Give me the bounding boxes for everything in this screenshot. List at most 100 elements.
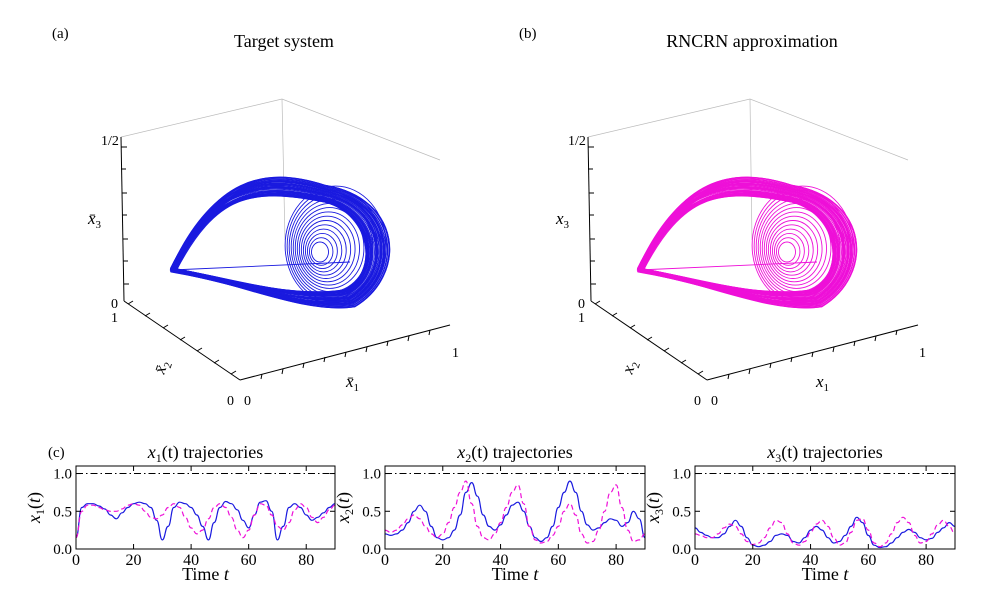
- x-tick-label: 60: [860, 552, 876, 569]
- subplot-c2: x2(t) trajectories 0 20 40 60 80 0.0 0.5 1.0 Time…: [333, 442, 646, 584]
- y-tick-label: 0.5: [362, 504, 381, 520]
- attractor-inner-loop: [776, 237, 801, 266]
- subplot-title: x3(t) trajectories: [766, 442, 882, 465]
- subplot-frame: [694, 465, 956, 550]
- attractor-inner-loop: [767, 220, 819, 279]
- panel-b-x2-label: x2: [618, 358, 643, 378]
- y-tick-label: 0.5: [672, 504, 691, 520]
- attractor-loop: [637, 194, 836, 294]
- attractor-inner-loop: [309, 237, 334, 266]
- attractor-loop: [636, 194, 835, 294]
- attractor-inner-loop: [763, 211, 827, 286]
- y-tick-label: 1.0: [53, 467, 72, 483]
- panel-a-axis-ticks: [121, 146, 431, 380]
- attractor-loop: [641, 193, 836, 295]
- panel-a-x2-label: x̄2: [150, 358, 175, 378]
- subplot-title: x1(t) trajectories: [147, 442, 263, 465]
- panel-a-x1-tick-max: 1: [452, 346, 459, 361]
- series-line-approximation: [75, 503, 336, 539]
- attractor-loop: [169, 194, 368, 294]
- y-axis-label: x1(t): [24, 492, 47, 524]
- panel-b-x3-label: x3: [555, 209, 570, 231]
- attractor-inner-loop: [757, 198, 841, 296]
- panel-a-x3-label: x̄3: [87, 209, 102, 231]
- panel-c-subplots: x1(t) trajectories 0 20 40 60 80 0.0 0.5 1.0 Time…: [24, 442, 956, 584]
- x-tick-label: 0: [72, 552, 80, 569]
- subplot-c1: x1(t) trajectories 0 20 40 60 80 0.0 0.5 1.0 Time…: [24, 442, 336, 584]
- panel-c-label: (c): [48, 445, 65, 461]
- subplot-title: x2(t) trajectories: [456, 442, 572, 465]
- attractor-loop: [172, 178, 388, 307]
- y-tick-label: 0.0: [672, 542, 691, 558]
- attractor-loop: [172, 187, 377, 299]
- y-axis-label: x3(t): [643, 492, 666, 524]
- attractor-inner-loop: [773, 232, 805, 270]
- attractor-inner-loop: [751, 185, 854, 306]
- attractor-inner-loop: [304, 228, 343, 273]
- attractor-inner-loop: [294, 207, 365, 289]
- attractor-loop: [170, 194, 369, 294]
- panel-b-3d-box: [587, 98, 909, 241]
- attractor-inner-loop: [300, 220, 352, 279]
- panel-a-axes: [120, 136, 451, 381]
- attractor-loop: [639, 178, 855, 307]
- x-tick-label: 80: [918, 552, 934, 569]
- attractor-loop: [640, 176, 858, 309]
- y-axis-label: x2(t): [333, 492, 356, 524]
- y-tick-label: 0.0: [362, 542, 381, 558]
- panel-a-x2-tick-max: 1: [111, 311, 118, 326]
- panel-b-x1-label: x1: [815, 372, 829, 394]
- attractor-inner-loop: [755, 194, 845, 299]
- x-tick-label: 40: [493, 552, 509, 569]
- x-tick-label: 40: [183, 552, 199, 569]
- attractor-inner-loop: [292, 202, 369, 293]
- y-tick-label: 0.5: [53, 504, 72, 520]
- x-tick-label: 60: [241, 552, 257, 569]
- panel-b-x3-tick-min: 0: [578, 297, 585, 312]
- panel-a-x2-tick-min: 0: [227, 394, 234, 409]
- attractor-inner-loop: [286, 189, 383, 303]
- attractor-core-line: [638, 261, 818, 271]
- panel-a-attractor: [169, 176, 391, 309]
- x-axis-label: Time t: [802, 564, 850, 584]
- x-tick-label: 40: [803, 552, 819, 569]
- panel-b-x1-tick-max: 1: [919, 346, 926, 361]
- panel-a-title: Target system: [234, 31, 334, 51]
- x-tick-label: 20: [126, 552, 142, 569]
- panel-b-x3-tick-max: 1/2: [568, 134, 586, 149]
- panel-b-label: (b): [519, 26, 537, 42]
- panel-a-x1-label: x̄1: [345, 372, 359, 394]
- x-tick-label: 0: [691, 552, 699, 569]
- attractor-inner-loop: [759, 202, 836, 293]
- panel-b-title: RNCRN approximation: [666, 31, 838, 51]
- panel-b: (b) RNCRN approximation 1/2 0 1 0 0 1 x3…: [519, 26, 926, 409]
- panel-a-3d-box: [120, 98, 441, 241]
- attractor-inner-loop: [298, 215, 356, 283]
- series-line-approximation: [384, 480, 646, 544]
- y-tick-label: 1.0: [672, 467, 691, 483]
- attractor-inner-loop: [311, 241, 329, 263]
- attractor-inner-loop: [765, 215, 823, 283]
- y-tick-label: 1.0: [362, 467, 381, 483]
- attractor-loop: [639, 187, 844, 299]
- attractor-inner-loop: [769, 224, 814, 276]
- x-tick-label: 80: [608, 552, 624, 569]
- panel-b-x1-tick-min: 0: [711, 394, 718, 409]
- attractor-core-line: [171, 261, 351, 271]
- attractor-loop: [175, 180, 386, 305]
- series-line-target: [694, 516, 956, 549]
- panel-a-x3-tick-max: 1/2: [101, 134, 119, 149]
- y-tick-label: 0.0: [53, 542, 72, 558]
- subplot-frame: [75, 465, 336, 550]
- panel-b-x2-tick-max: 1: [578, 311, 585, 326]
- panel-a-x3-tick-min: 0: [111, 297, 118, 312]
- attractor-inner-loop: [290, 198, 374, 296]
- attractor-inner-loop: [771, 228, 810, 273]
- attractor-loop: [173, 176, 391, 309]
- attractor-inner-loop: [302, 224, 347, 276]
- series-line-target: [75, 500, 336, 541]
- x-tick-label: 0: [381, 552, 389, 569]
- attractor-inner-loop: [296, 211, 360, 286]
- series-line-approximation: [694, 516, 956, 548]
